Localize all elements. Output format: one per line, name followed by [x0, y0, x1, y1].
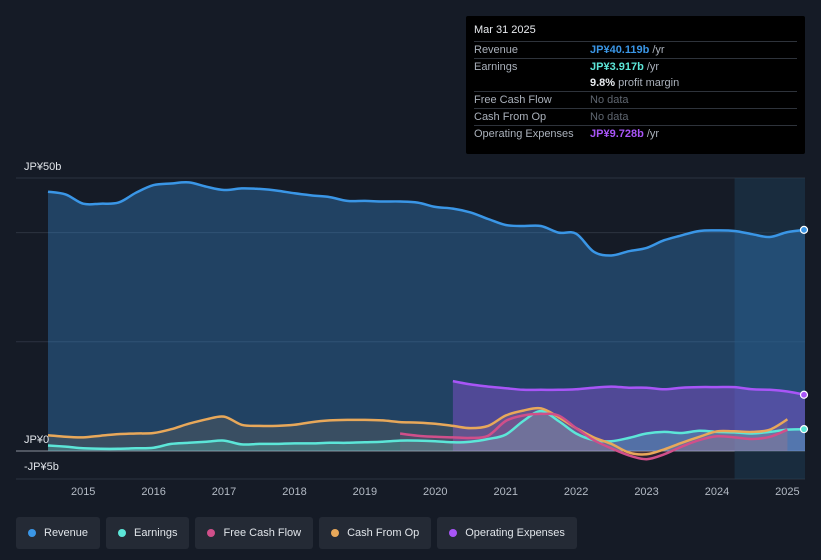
- tooltip-row-label: [474, 75, 590, 91]
- legend-label: Revenue: [44, 527, 89, 539]
- legend-item-free-cash-flow[interactable]: Free Cash Flow: [195, 517, 314, 549]
- data-tooltip: Mar 31 2025 Revenue JP¥40.119b/yr Earnings…: [466, 16, 805, 154]
- legend-label: Earnings: [134, 527, 178, 539]
- x-axis-labels: 2015 2016 2017 2018 2019 2020 2021 2022 2023 2024…: [71, 486, 800, 498]
- earnings-end-dot: [799, 425, 809, 434]
- y-tick-label: -JP¥5b: [24, 461, 59, 473]
- tooltip-row-value: JP¥9.728b: [590, 128, 644, 140]
- free-cash-flow-area: [400, 413, 788, 460]
- y-tick-label: JP¥0: [24, 434, 49, 446]
- legend-item-earnings[interactable]: Earnings: [106, 517, 190, 549]
- tooltip-date: Mar 31 2025: [474, 24, 536, 36]
- tooltip-row-value: JP¥40.119b: [590, 44, 650, 56]
- tooltip-row: Operating Expenses JP¥9.728b/yr: [474, 125, 797, 142]
- x-tick-label: 2017: [212, 486, 236, 498]
- legend-dot-icon: [28, 529, 36, 537]
- revenue-area: [48, 182, 805, 451]
- free-cash-flow-line: [399, 412, 788, 461]
- x-tick-label: 2019: [353, 486, 377, 498]
- legend-label: Cash From Op: [347, 527, 420, 539]
- revenue-line: [47, 180, 806, 257]
- tooltip-row-unit: profit margin: [618, 77, 680, 89]
- tooltip-row-label: Cash From Op: [474, 111, 547, 123]
- y-axis-labels: JP¥50b JP¥0 -JP¥5b: [24, 161, 61, 473]
- y-tick-label: JP¥50b: [24, 161, 61, 173]
- cash-from-op-line: [47, 406, 789, 456]
- x-tick-label: 2020: [423, 486, 447, 498]
- x-tick-label: 2025: [775, 486, 799, 498]
- earnings-line: [47, 409, 806, 451]
- legend-dot-icon: [331, 529, 340, 537]
- tooltip-row-label: Revenue: [474, 44, 519, 56]
- legend-dot-icon: [207, 529, 216, 537]
- legend-label: Free Cash Flow: [223, 527, 302, 539]
- tooltip-row-value: JP¥3.917b: [590, 61, 644, 73]
- tooltip-row-label: Free Cash Flow: [474, 94, 552, 106]
- x-tick-label: 2016: [141, 486, 165, 498]
- chart-area: JP¥50b JP¥0 -JP¥5b 2015 2016 2017 2018 2019 202…: [16, 161, 809, 498]
- series-areas: [48, 182, 805, 460]
- tooltip-row-label: Earnings: [474, 61, 518, 73]
- legend-item-cash-from-op[interactable]: Cash From Op: [319, 517, 432, 549]
- tooltip-row-value: 9.8%: [590, 77, 616, 89]
- tooltip-rows: Revenue JP¥40.119b/yr Earnings JP¥3.917b/yr…: [474, 41, 797, 142]
- x-tick-label: 2023: [634, 486, 658, 498]
- x-tick-label: 2024: [705, 486, 729, 498]
- tooltip-row: Free Cash Flow No data: [474, 91, 797, 108]
- series-lines: [47, 180, 806, 461]
- legend-dot-icon: [118, 529, 127, 537]
- operating-expenses-line: [452, 379, 806, 397]
- tooltip-row-value: No data: [590, 111, 629, 123]
- operating-expenses-area: [452, 381, 805, 451]
- revenue-end-dot: [799, 225, 809, 234]
- tooltip-row: Earnings JP¥3.917b/yr: [474, 58, 797, 75]
- tooltip-row-label: Operating Expenses: [474, 128, 574, 140]
- legend-label: Operating Expenses: [465, 527, 565, 539]
- tooltip-row-unit: /yr: [646, 61, 660, 73]
- tooltip-row-unit: /yr: [652, 44, 665, 56]
- legend-item-revenue[interactable]: Revenue: [16, 517, 101, 549]
- x-tick-label: 2015: [71, 486, 95, 498]
- x-tick-label: 2018: [282, 486, 306, 498]
- legend-item-operating-expenses[interactable]: Operating Expenses: [437, 517, 577, 549]
- tooltip-row: 9.8% profit margin: [474, 75, 797, 91]
- tooltip-row-unit: /yr: [646, 128, 660, 140]
- x-tick-label: 2021: [493, 486, 517, 498]
- operating-expenses-end-dot: [799, 390, 809, 399]
- series-end-dots: [799, 225, 809, 434]
- chart-legend: Revenue Earnings Free Cash Flow Cash From O…: [16, 517, 577, 549]
- tooltip-row-value: No data: [590, 94, 629, 106]
- x-tick-label: 2022: [564, 486, 588, 498]
- tooltip-row: Cash From Op No data: [474, 108, 797, 125]
- legend-dot-icon: [449, 529, 458, 537]
- tooltip-row: Revenue JP¥40.119b/yr: [474, 41, 797, 58]
